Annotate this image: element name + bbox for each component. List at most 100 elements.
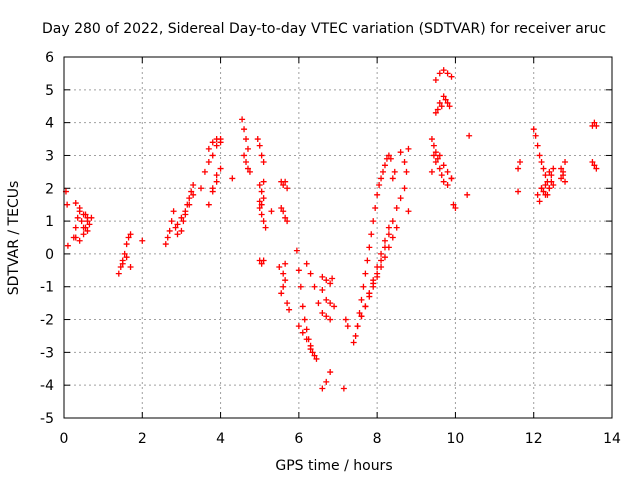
data-point [542, 181, 549, 188]
data-point [550, 181, 557, 188]
data-point [378, 257, 385, 264]
x-tick-label: 0 [60, 431, 69, 447]
data-point [405, 208, 412, 215]
data-point [368, 231, 375, 238]
data-point [166, 227, 173, 234]
data-point [64, 201, 71, 208]
data-point [438, 172, 445, 179]
data-point [74, 214, 81, 221]
data-point [86, 221, 93, 228]
data-point [436, 70, 443, 77]
y-tick-label: 2 [45, 181, 54, 197]
data-point [542, 172, 549, 179]
data-point [378, 264, 385, 271]
data-point [401, 185, 408, 192]
data-point [432, 109, 439, 116]
data-point [534, 191, 541, 198]
x-tick-label: 4 [216, 431, 225, 447]
data-point [440, 93, 447, 100]
data-point [548, 172, 555, 179]
data-point [436, 152, 443, 159]
data-point [307, 270, 314, 277]
data-point [540, 165, 547, 172]
data-point [72, 234, 79, 241]
data-point [381, 162, 388, 169]
data-point [532, 132, 539, 139]
data-point [258, 260, 265, 267]
data-point [190, 191, 197, 198]
data-point [82, 224, 89, 231]
data-point [436, 99, 443, 106]
plot-frame [63, 56, 613, 419]
chart-title: Day 280 of 2022, Sidereal Day-to-day VTE… [42, 21, 606, 37]
data-point [117, 264, 124, 271]
data-point [256, 204, 263, 211]
data-point [327, 300, 334, 307]
data-point [350, 339, 357, 346]
x-tick-label: 14 [603, 431, 621, 447]
data-point [127, 264, 134, 271]
data-point [403, 168, 410, 175]
data-point [174, 231, 181, 238]
data-point [258, 201, 265, 208]
data-point [430, 152, 437, 159]
data-point [428, 136, 435, 143]
data-point [389, 218, 396, 225]
data-point [260, 195, 267, 202]
data-point [84, 214, 91, 221]
data-point [256, 142, 263, 149]
data-point [389, 234, 396, 241]
data-point [428, 168, 435, 175]
data-point [358, 296, 365, 303]
data-point [432, 149, 439, 156]
data-point [244, 165, 251, 172]
data-point [80, 231, 87, 238]
data-point [123, 254, 130, 261]
data-point [243, 136, 250, 143]
x-tick-label: 12 [525, 431, 543, 447]
data-point [440, 178, 447, 185]
y-tick-label: -5 [40, 411, 54, 427]
data-point [591, 162, 598, 169]
data-point [188, 188, 195, 195]
data-point [280, 283, 287, 290]
data-point [370, 280, 377, 287]
data-point [258, 211, 265, 218]
data-point [374, 270, 381, 277]
data-point [323, 277, 330, 284]
data-point [241, 126, 248, 133]
data-point [366, 290, 373, 297]
data-point [182, 208, 189, 215]
data-point [260, 178, 267, 185]
data-point [542, 191, 549, 198]
data-point [303, 260, 310, 267]
data-point [534, 142, 541, 149]
data-point [64, 242, 71, 249]
data-point [186, 195, 193, 202]
data-point [446, 103, 453, 110]
data-point [258, 188, 265, 195]
data-point [381, 244, 388, 251]
data-point [280, 208, 287, 215]
data-point [364, 257, 371, 264]
data-point [331, 303, 338, 310]
data-point [205, 159, 212, 166]
data-point [282, 260, 289, 267]
data-point [548, 178, 555, 185]
x-tick-label: 6 [294, 431, 303, 447]
data-point [436, 165, 443, 172]
data-point [213, 172, 220, 179]
data-point [329, 275, 336, 282]
x-axis-label: GPS time / hours [275, 458, 392, 474]
data-point [311, 283, 318, 290]
data-point [562, 159, 569, 166]
data-point [309, 349, 316, 356]
data-point [397, 195, 404, 202]
data-point [205, 145, 212, 152]
data-point [121, 250, 128, 257]
data-point [280, 181, 287, 188]
data-point [362, 303, 369, 310]
y-tick-label: 5 [45, 83, 54, 99]
data-points [62, 67, 600, 392]
